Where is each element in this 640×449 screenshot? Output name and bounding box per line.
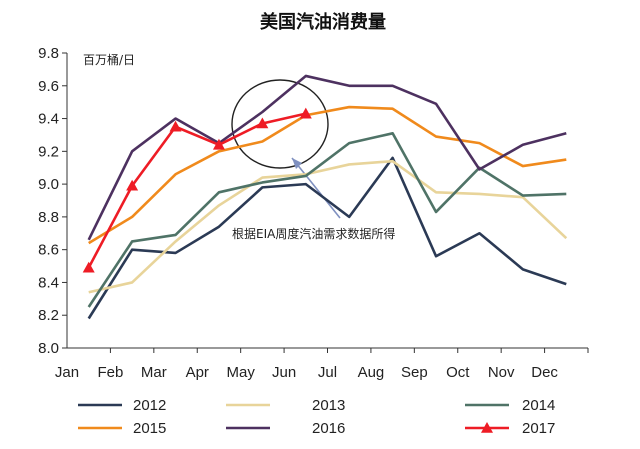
- series-line-2016: [87, 74, 567, 241]
- axes: 8.0 8.2 8.4 8.6 8.8 9.0 9.2 9.4 9.6 9.8 Jan Feb Mar A…: [38, 45, 589, 381]
- y-tick-label: 9.8: [38, 45, 59, 62]
- x-tick-label: Oct: [446, 364, 470, 381]
- x-tick-label: Apr: [186, 364, 209, 381]
- series-2012: [87, 156, 567, 320]
- series-line-2017: [87, 112, 307, 269]
- y-tick-label: 9.0: [38, 176, 59, 193]
- series-2016: [87, 74, 567, 241]
- legend-item-2017: 2017: [465, 420, 555, 437]
- series-group: [82, 74, 568, 320]
- y-tick-label: 9.4: [38, 111, 59, 128]
- annotation-text: 根据EIA周度汽油需求数据所得: [232, 226, 395, 241]
- x-tick-label: Sep: [401, 364, 428, 381]
- x-tick-label: Jul: [318, 364, 337, 381]
- y-tick-label: 9.6: [38, 78, 59, 95]
- legend-marker: [481, 422, 493, 433]
- annotation-arrow: [291, 157, 341, 219]
- series-line-2015: [88, 105, 567, 245]
- annotation-circle: [231, 79, 329, 169]
- legend-item-2014: 2014: [465, 397, 555, 414]
- x-tick-label: Mar: [141, 364, 167, 381]
- x-tick-label: Jun: [272, 364, 296, 381]
- y-tick-label: 8.2: [38, 307, 59, 324]
- annotation: 根据EIA周度汽油需求数据所得: [231, 79, 395, 241]
- legend-label: 2014: [522, 397, 555, 414]
- data-point-2017: [82, 261, 95, 273]
- x-tick-label: Jan: [55, 364, 79, 381]
- legend: 2012 2013 2014 2015 2016 2017: [78, 397, 555, 437]
- y-tick-label: 8.8: [38, 209, 59, 226]
- legend-item-2015: 2015: [78, 420, 166, 437]
- legend-item-2013: 2013: [226, 397, 345, 414]
- y-tick-label: 9.2: [38, 143, 59, 160]
- series-2015: [88, 105, 567, 245]
- x-tick-label: Aug: [358, 364, 385, 381]
- legend-item-2012: 2012: [78, 397, 166, 414]
- data-point-2017: [126, 179, 139, 191]
- data-point-2017: [256, 117, 269, 129]
- series-line-2012: [87, 156, 567, 320]
- data-point-2017: [212, 138, 225, 150]
- x-tick-label: Nov: [488, 364, 515, 381]
- legend-label: 2012: [133, 397, 166, 414]
- x-tick-label: Feb: [97, 364, 123, 381]
- data-point-2017: [169, 120, 182, 132]
- x-tick-label: May: [226, 364, 255, 381]
- series-2013: [88, 159, 568, 294]
- legend-label: 2015: [133, 420, 166, 437]
- series-line-2013: [88, 159, 568, 294]
- chart-title: 美国汽油消费量: [260, 11, 386, 33]
- series-2014: [87, 132, 567, 308]
- legend-item-2016: 2016: [226, 420, 345, 437]
- data-point-2017: [299, 107, 312, 119]
- legend-label: 2017: [522, 420, 555, 437]
- legend-label: 2016: [312, 420, 345, 437]
- x-tick-label: Dec: [531, 364, 558, 381]
- legend-label: 2013: [312, 397, 345, 414]
- unit-label: 百万桶/日: [83, 52, 135, 67]
- series-line-2014: [87, 132, 567, 308]
- y-tick-label: 8.4: [38, 274, 59, 291]
- annotation-arrowhead: [292, 158, 302, 169]
- series-2017: [82, 107, 312, 273]
- y-tick-label: 8.6: [38, 242, 59, 259]
- y-tick-label: 8.0: [38, 340, 59, 357]
